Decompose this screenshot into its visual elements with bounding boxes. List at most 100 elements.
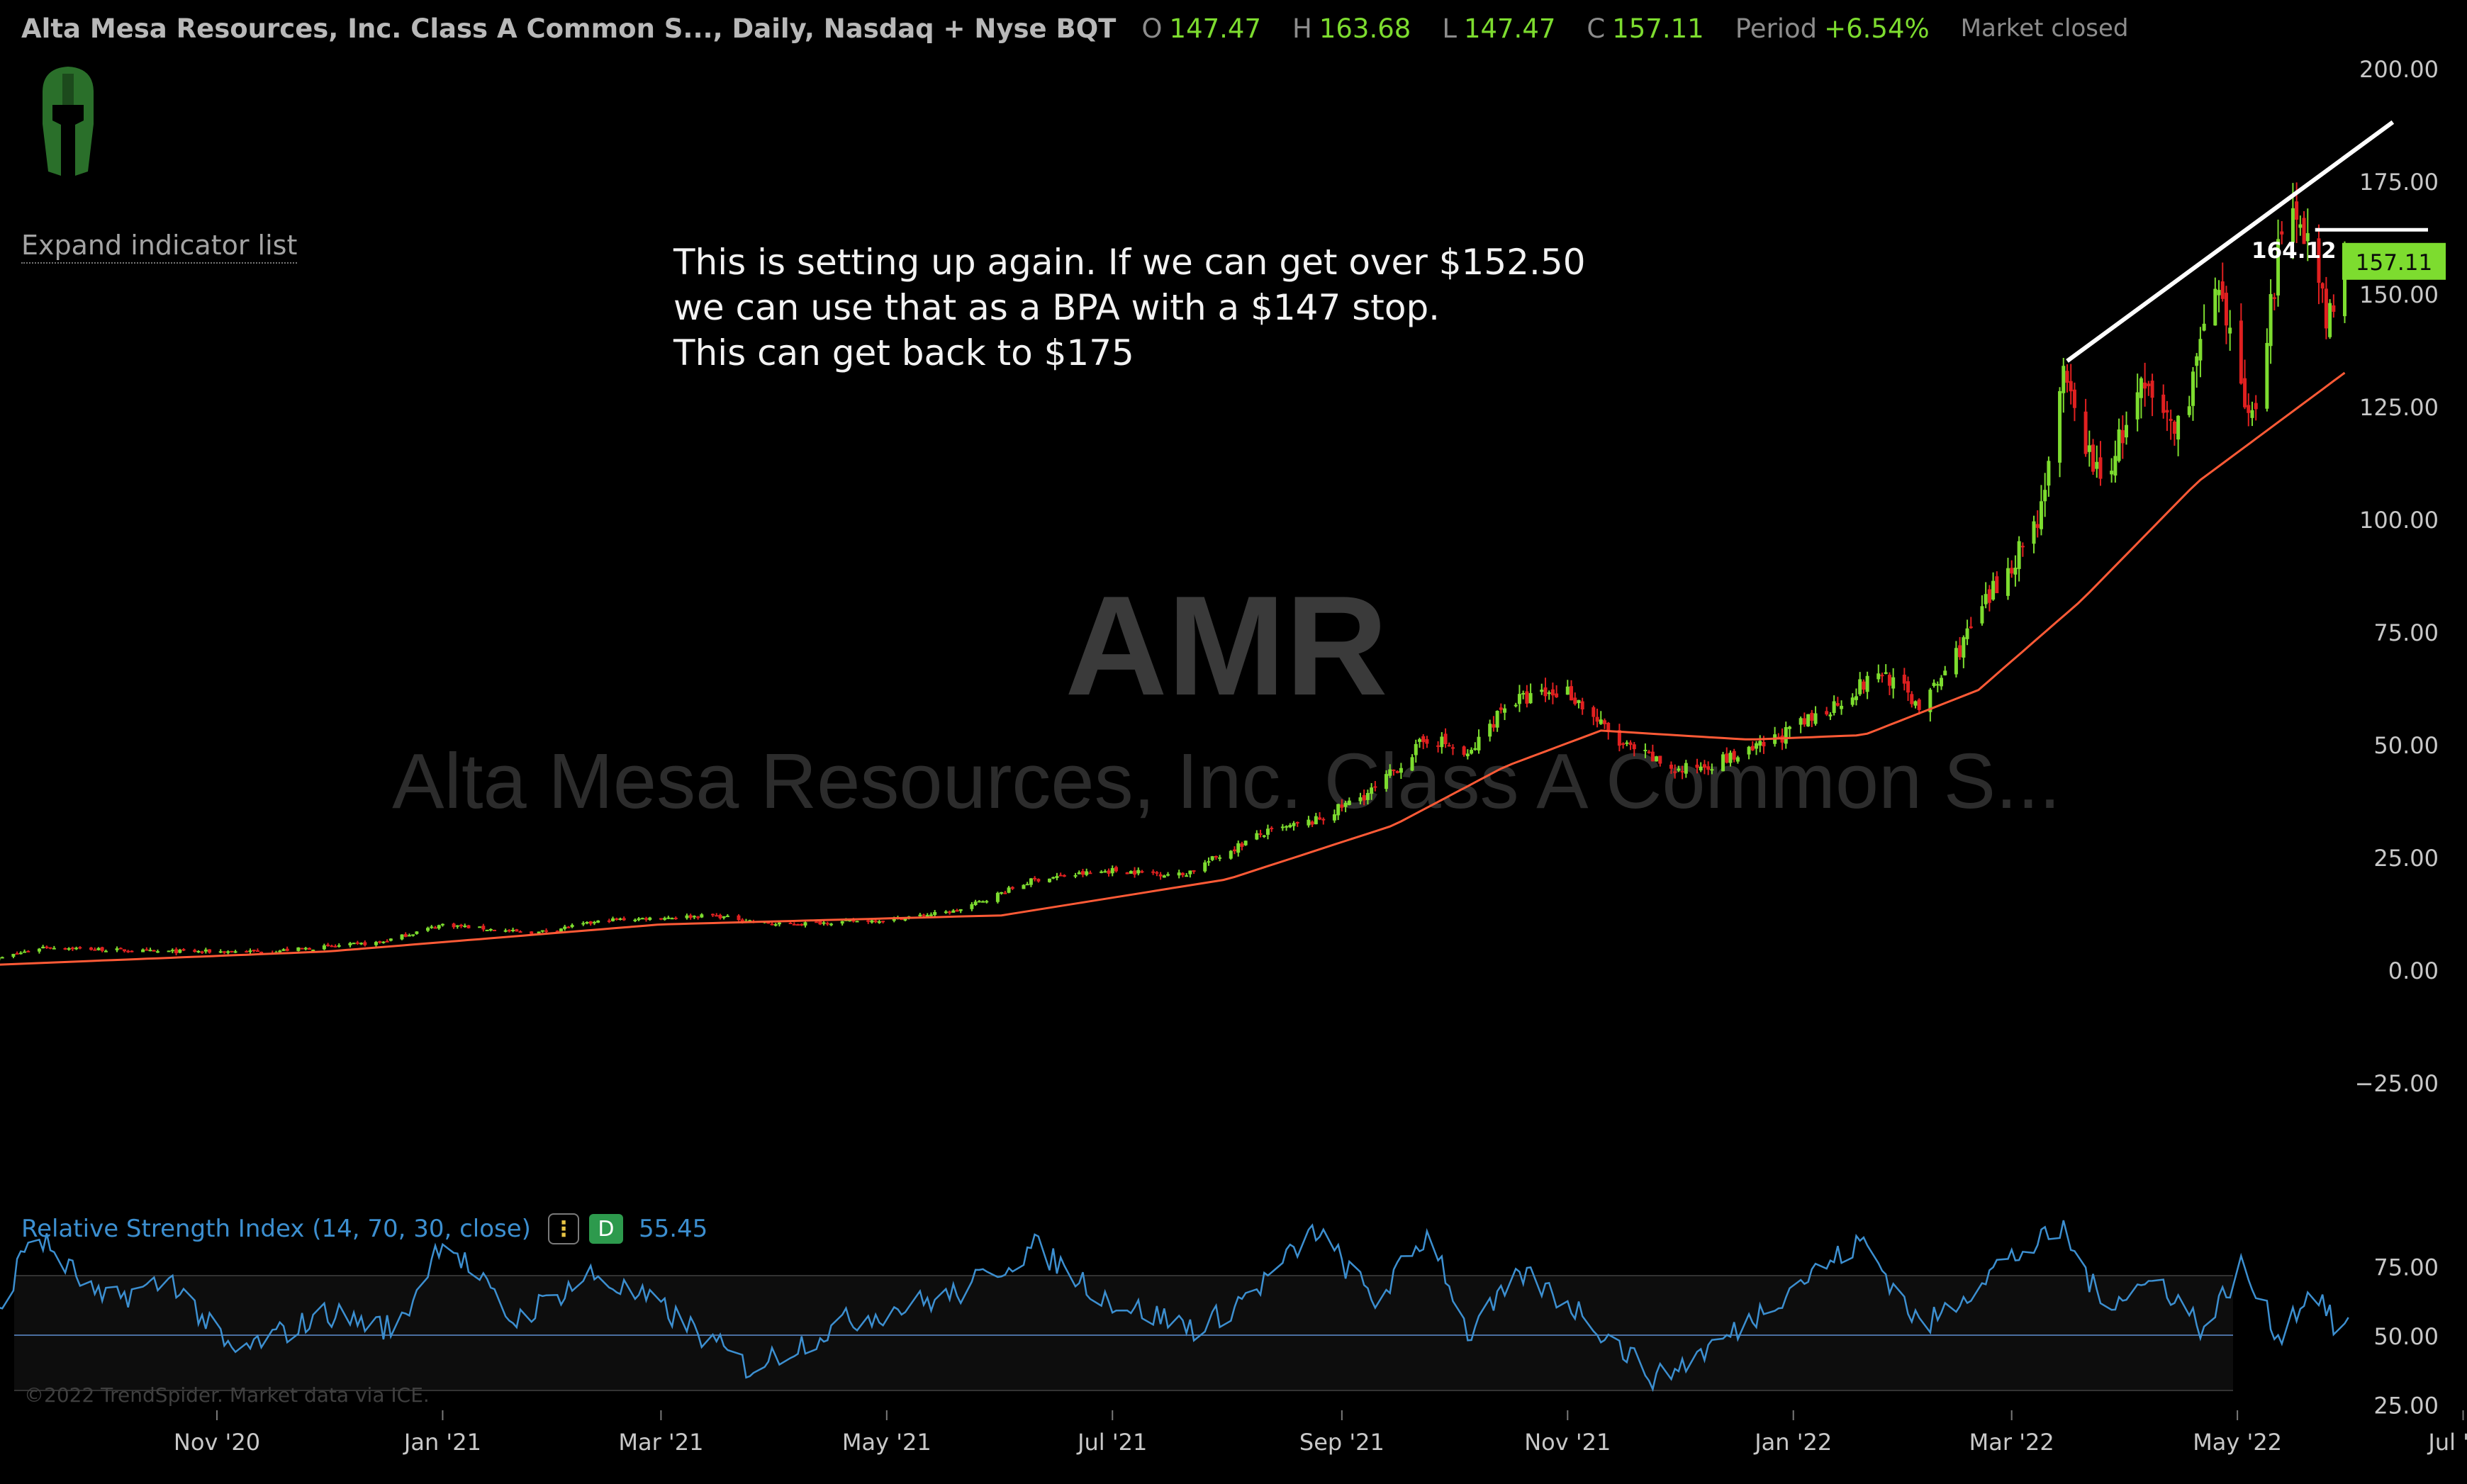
drawing-layer[interactable]: 164.12 157.11	[2066, 120, 2446, 363]
price-tick-label: 50.00	[2373, 732, 2439, 759]
candle-body	[252, 950, 256, 952]
candle-body	[148, 950, 152, 952]
candle-body	[48, 947, 52, 949]
last-price-badge	[2342, 242, 2446, 280]
candle-body	[718, 914, 722, 918]
candle-body	[1825, 711, 1829, 715]
candle-body	[2032, 521, 2036, 544]
candle-body	[1162, 875, 1166, 878]
candle-body	[1599, 719, 1603, 724]
candle-body	[1370, 787, 1374, 794]
candle-body	[2243, 378, 2247, 407]
candle-body	[52, 948, 56, 950]
candle-body	[2083, 411, 2088, 454]
candle-body	[2017, 541, 2021, 569]
candle-body	[2217, 290, 2221, 296]
candle-body	[2280, 231, 2284, 235]
candle-body	[2095, 461, 2099, 469]
candle-body	[1151, 871, 1156, 873]
candle-body	[1243, 841, 1248, 845]
candle-body	[615, 918, 619, 921]
logo-spacer	[31, 64, 109, 177]
candle-body	[511, 929, 515, 931]
candle-body	[1655, 756, 1659, 762]
candle-body	[815, 921, 819, 923]
candle-body	[303, 948, 308, 950]
candle-body	[1606, 722, 1611, 732]
candle-body	[2187, 406, 2191, 415]
candle-body	[2228, 327, 2232, 334]
candle-body	[1573, 697, 1577, 704]
candle-body	[618, 918, 622, 921]
rsi-tick-label: 25.00	[2373, 1393, 2439, 1420]
candle-body	[2332, 305, 2336, 312]
candle-body	[1625, 742, 1629, 744]
candle-body	[588, 921, 593, 924]
candle-body	[1835, 703, 1840, 706]
annotation-line-1: This is setting up again. If we can get …	[673, 242, 1586, 283]
candle-body	[1758, 741, 1762, 746]
candle-body	[374, 942, 378, 945]
candle-body	[63, 948, 67, 950]
candle-body	[1813, 713, 1818, 724]
candle-body	[248, 950, 252, 952]
candle-body	[951, 910, 956, 913]
candle-body	[1310, 821, 1314, 825]
candle-body	[1436, 745, 1441, 747]
candle-body	[1450, 747, 1455, 749]
candle-body	[152, 950, 156, 952]
timeframe-badge[interactable]: D	[588, 1214, 623, 1244]
candle-body	[1085, 871, 1089, 875]
candle-body	[1891, 677, 1896, 689]
candle-body	[403, 934, 408, 937]
candle-body	[1991, 580, 1996, 600]
candle-body	[1288, 825, 1292, 828]
candle-body	[1051, 877, 1056, 879]
candle-body	[1107, 870, 1111, 874]
candle-body	[2169, 419, 2173, 421]
candle-body	[792, 923, 796, 926]
candle-body	[688, 915, 693, 918]
candle-body	[1392, 769, 1396, 771]
annotation-line-2: we can use that as a BPA with a $147 sto…	[673, 287, 1441, 328]
candle-body	[1410, 757, 1414, 771]
candle-body	[2198, 339, 2203, 361]
chart-annotation-text[interactable]: This is setting up again. If we can get …	[673, 240, 1586, 376]
candle-body	[1810, 712, 1814, 721]
candle-body	[2165, 410, 2169, 413]
more-options-icon[interactable]: ⋮	[547, 1213, 579, 1244]
candle-body	[2250, 410, 2254, 418]
candle-body	[822, 922, 826, 924]
candle-body	[2298, 224, 2303, 228]
candle-body	[1543, 687, 1548, 697]
candle-body	[1995, 576, 1999, 593]
chart-title[interactable]: Alta Mesa Resources, Inc. Class A Common…	[21, 13, 1117, 44]
candle-body	[2098, 457, 2103, 479]
rsi-label[interactable]: Relative Strength Index (14, 70, 30, clo…	[21, 1215, 531, 1243]
candle-body	[1362, 795, 1366, 801]
candle-body	[1233, 849, 1236, 852]
candle-body	[1077, 872, 1081, 875]
candle-body	[193, 950, 197, 952]
candle-body	[2062, 366, 2066, 393]
candle-body	[515, 929, 519, 932]
candle-body	[1750, 746, 1755, 751]
expand-indicator-list-link[interactable]: Expand indicator list	[21, 228, 298, 264]
time-tick-label: Mar '22	[1969, 1429, 2054, 1456]
helmet-logo-icon	[43, 67, 94, 176]
candle-body	[37, 948, 41, 952]
candle-body	[1136, 870, 1141, 874]
candle-body	[278, 950, 282, 952]
candle-body	[829, 923, 834, 926]
candle-body	[130, 950, 134, 952]
time-tick-label: Nov '21	[1524, 1429, 1611, 1456]
candle-body	[1347, 800, 1351, 805]
price-tick-label: −25.00	[2355, 1070, 2439, 1097]
candle-body	[2295, 201, 2299, 220]
candle-body	[1062, 875, 1066, 877]
candle-body	[1033, 877, 1037, 879]
candle-body	[1255, 833, 1259, 840]
candle-body	[1902, 675, 1906, 684]
candle-body	[507, 930, 511, 932]
